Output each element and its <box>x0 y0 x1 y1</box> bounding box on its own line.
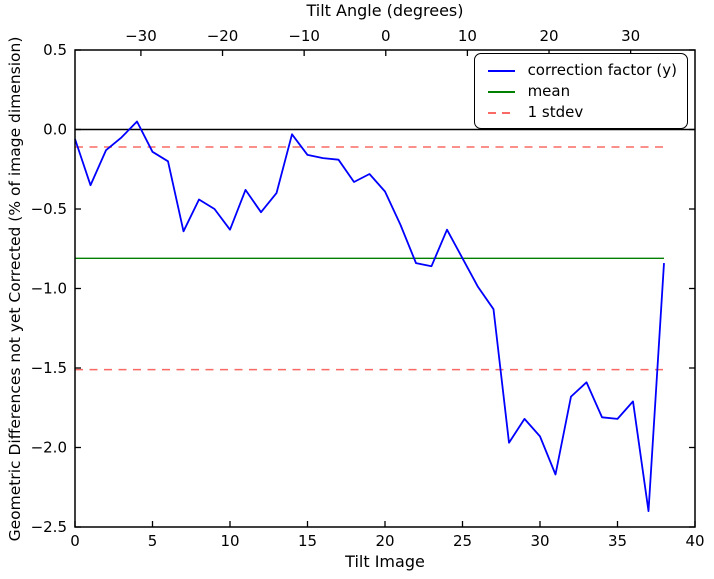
top-tick-label: 30 <box>621 27 640 45</box>
x-tick-label: 40 <box>685 532 704 550</box>
y-tick-label: 0.5 <box>43 41 67 59</box>
y-tick-label: −0.5 <box>31 200 67 218</box>
y-axis-label: Geometric Differences not yet Corrected … <box>6 36 24 542</box>
x-tick-label: 5 <box>148 532 158 550</box>
top-tick-label: 0 <box>381 27 391 45</box>
top-tick-label: −10 <box>288 27 320 45</box>
top-tick-label: 10 <box>458 27 477 45</box>
top-tick-label: −20 <box>207 27 239 45</box>
legend: correction factor (y) mean 1 stdev <box>473 53 688 129</box>
legend-label-correction-factor: correction factor (y) <box>527 61 677 79</box>
x-axis-label: Tilt Image <box>345 552 425 571</box>
x-tick-label: 0 <box>70 532 80 550</box>
x-tick-label: 25 <box>453 532 472 550</box>
top-tick-label: −30 <box>125 27 157 45</box>
legend-label-mean: mean <box>527 82 571 100</box>
x-tick-label: 15 <box>298 532 317 550</box>
y-tick-label: −1.5 <box>31 359 67 377</box>
legend-line-sample-stdev <box>487 111 515 114</box>
legend-line-sample-correction-factor <box>487 69 515 72</box>
legend-item-correction-factor: correction factor (y) <box>487 60 677 81</box>
legend-item-stdev: 1 stdev <box>487 102 677 123</box>
x-tick-label: 30 <box>530 532 549 550</box>
y-tick-label: 0.0 <box>43 121 67 139</box>
x-tick-label: 35 <box>608 532 627 550</box>
x-tick-label: 10 <box>220 532 239 550</box>
y-tick-label: −2.0 <box>31 439 67 457</box>
correction-factor-line <box>74 120 665 513</box>
legend-label-stdev: 1 stdev <box>527 103 584 121</box>
y-tick-label: −1.0 <box>31 280 67 298</box>
top-tick-label: 20 <box>539 27 558 45</box>
x-tick-label: 20 <box>375 532 394 550</box>
y-tick-label: −2.5 <box>31 518 67 536</box>
top-axis-label: Tilt Angle (degrees) <box>306 1 464 20</box>
legend-line-sample-mean <box>487 90 515 93</box>
legend-item-mean: mean <box>487 81 677 102</box>
